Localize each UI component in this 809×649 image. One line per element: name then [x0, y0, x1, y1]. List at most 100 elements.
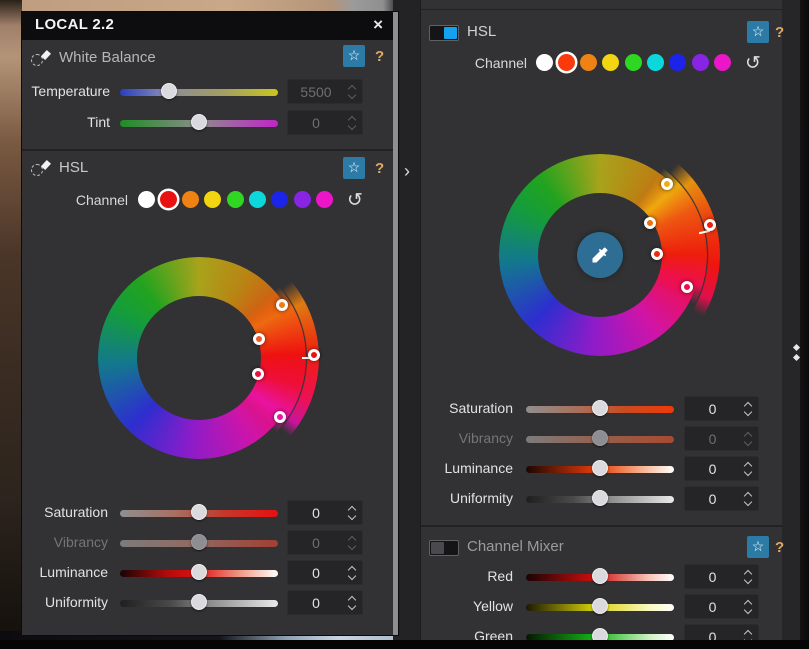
vibrancy-slider-thumb[interactable]: [191, 534, 207, 550]
hsl-help-icon[interactable]: ?: [775, 24, 785, 41]
channel-dot-yellow[interactable]: [204, 191, 221, 208]
saturation-value: 0: [708, 400, 717, 417]
stepper-down-icon[interactable]: [347, 90, 356, 99]
saturation-value-box[interactable]: 0: [287, 500, 363, 525]
temperature-value-box[interactable]: 5500: [287, 79, 363, 104]
channel-dot-green[interactable]: [625, 54, 642, 71]
yellow-stepper[interactable]: [740, 595, 755, 618]
temperature-slider-track[interactable]: [120, 89, 278, 96]
channel-dot-orange[interactable]: [580, 54, 597, 71]
uniformity-stepper[interactable]: [740, 487, 755, 510]
eyedropper-button[interactable]: [577, 232, 623, 278]
corrections-panel: HSL ☆ ? Channel ↺: [420, 0, 785, 649]
wheel-feather-bottom-handle[interactable]: [252, 368, 264, 380]
luminance-stepper[interactable]: [344, 561, 359, 584]
stepper-down-icon[interactable]: [743, 467, 752, 476]
stepper-down-icon[interactable]: [347, 121, 356, 130]
channel-reset-icon[interactable]: ↺: [745, 53, 761, 74]
close-icon[interactable]: ×: [373, 15, 383, 34]
vibrancy-stepper[interactable]: [344, 531, 359, 554]
channel-dot-blue[interactable]: [669, 54, 686, 71]
uniformity-stepper[interactable]: [344, 591, 359, 614]
saturation-stepper[interactable]: [344, 501, 359, 524]
luminance-slider-thumb[interactable]: [191, 564, 207, 580]
stepper-down-icon[interactable]: [743, 437, 752, 446]
luminance-value-box[interactable]: 0: [684, 456, 759, 481]
hsl-favorite-button[interactable]: ☆: [747, 21, 769, 43]
channel-dot-white[interactable]: [536, 54, 553, 71]
channel-dot-green[interactable]: [227, 191, 244, 208]
channel-label: Channel: [474, 55, 527, 71]
channel-dot-blue[interactable]: [271, 191, 288, 208]
saturation-stepper[interactable]: [740, 397, 755, 420]
stepper-down-icon[interactable]: [743, 497, 752, 506]
channel-dot-cyan[interactable]: [249, 191, 266, 208]
channel-dot-white[interactable]: [138, 191, 155, 208]
palette-titlebar[interactable]: LOCAL 2.2 ×: [22, 12, 393, 40]
saturation-slider-thumb[interactable]: [191, 504, 207, 520]
channel-dot-purple[interactable]: [294, 191, 311, 208]
red-value-box[interactable]: 0: [684, 564, 759, 589]
channel-dot-magenta[interactable]: [316, 191, 333, 208]
hue-wheel[interactable]: [79, 238, 320, 478]
red-slider-thumb[interactable]: [592, 568, 608, 584]
stepper-down-icon[interactable]: [743, 605, 752, 614]
panel-expand-button[interactable]: ›: [397, 158, 417, 186]
white-balance-favorite-button[interactable]: ☆: [343, 45, 365, 67]
luminance-value: 0: [708, 460, 717, 477]
channel-dot-yellow[interactable]: [602, 54, 619, 71]
wheel-rotate-handle[interactable]: [704, 219, 716, 231]
stepper-down-icon[interactable]: [347, 541, 356, 550]
vibrancy-slider-thumb[interactable]: [592, 430, 608, 446]
wheel-range-start-handle[interactable]: [661, 178, 673, 190]
uniformity-slider-thumb[interactable]: [592, 490, 608, 506]
wheel-feather-top-handle[interactable]: [644, 217, 656, 229]
uniformity-slider-thumb[interactable]: [191, 594, 207, 610]
hsl-enable-toggle[interactable]: [429, 25, 459, 41]
saturation-value-box[interactable]: 0: [684, 396, 759, 421]
temperature-slider-thumb[interactable]: [161, 83, 177, 99]
uniformity-value-box[interactable]: 0: [287, 590, 363, 615]
hsl-help-icon[interactable]: ?: [375, 160, 385, 177]
channel-dot-purple[interactable]: [692, 54, 709, 71]
hue-wheel[interactable]: [480, 135, 720, 375]
channel-mixer-enable-toggle[interactable]: [429, 540, 459, 556]
channel-dot-red[interactable]: [160, 191, 177, 208]
stepper-down-icon[interactable]: [743, 575, 752, 584]
tint-slider-thumb[interactable]: [191, 114, 207, 130]
luminance-value-box[interactable]: 0: [287, 560, 363, 585]
wheel-feather-top-handle[interactable]: [253, 333, 265, 345]
white-balance-help-icon[interactable]: ?: [375, 48, 385, 65]
temperature-stepper[interactable]: [344, 80, 359, 103]
luminance-stepper[interactable]: [740, 457, 755, 480]
stepper-down-icon[interactable]: [743, 407, 752, 416]
channel-mixer-help-icon[interactable]: ?: [775, 539, 785, 556]
red-stepper[interactable]: [740, 565, 755, 588]
stepper-down-icon[interactable]: [347, 571, 356, 580]
wheel-range-end-handle[interactable]: [681, 281, 693, 293]
vibrancy-value-box[interactable]: 0: [287, 530, 363, 555]
wheel-feather-bottom-handle[interactable]: [651, 248, 663, 260]
channel-dot-cyan[interactable]: [647, 54, 664, 71]
channel-dot-orange[interactable]: [182, 191, 199, 208]
wheel-range-start-handle[interactable]: [276, 299, 288, 311]
saturation-slider-thumb[interactable]: [592, 400, 608, 416]
yellow-value-box[interactable]: 0: [684, 594, 759, 619]
stepper-down-icon[interactable]: [347, 511, 356, 520]
vibrancy-stepper[interactable]: [740, 427, 755, 450]
stepper-down-icon[interactable]: [347, 601, 356, 610]
channel-reset-icon[interactable]: ↺: [347, 190, 363, 211]
channel-mixer-favorite-button[interactable]: ☆: [747, 536, 769, 558]
tint-stepper[interactable]: [344, 111, 359, 134]
uniformity-value-box[interactable]: 0: [684, 486, 759, 511]
channel-dot-magenta[interactable]: [714, 54, 731, 71]
channel-dot-red[interactable]: [558, 54, 575, 71]
luminance-slider-thumb[interactable]: [592, 460, 608, 476]
yellow-slider-thumb[interactable]: [592, 598, 608, 614]
tint-value-box[interactable]: 0: [287, 110, 363, 135]
wheel-range-end-handle[interactable]: [274, 411, 286, 423]
hsl-favorite-button[interactable]: ☆: [343, 157, 365, 179]
vibrancy-value-box[interactable]: 0: [684, 426, 759, 451]
wheel-rotate-handle[interactable]: [308, 349, 320, 361]
